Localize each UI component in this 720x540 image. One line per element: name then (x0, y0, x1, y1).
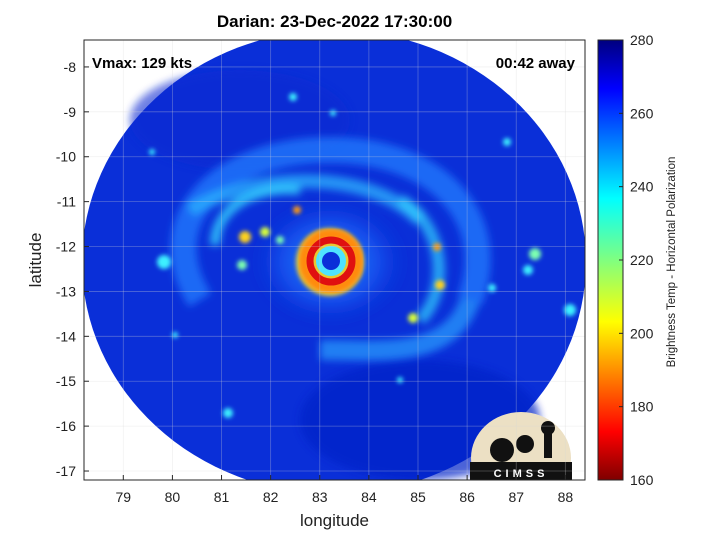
x-tick-label: 87 (508, 489, 524, 505)
x-tick-label: 79 (116, 489, 132, 505)
x-axis-label: longitude (299, 511, 369, 530)
colorbar-ticks: 280 260 240 220 200 180 160 (619, 32, 654, 488)
storm-eye (296, 228, 364, 296)
y-tick-label: -16 (56, 418, 76, 434)
y-tick-label: -17 (56, 463, 76, 479)
colorbar-tick-label: 200 (630, 325, 654, 341)
microwave-image: CIMSS (84, 40, 585, 480)
y-ticks: -8 -9 -10 -11 -12 -13 -14 -15 -16 -17 (56, 59, 89, 479)
x-tick-label: 84 (361, 489, 377, 505)
x-tick-label: 88 (558, 489, 574, 505)
y-tick-label: -13 (56, 283, 76, 299)
y-tick-label: -15 (56, 373, 76, 389)
cimss-logo-text: CIMSS (494, 468, 549, 480)
colorbar (597, 39, 624, 481)
x-tick-label: 80 (165, 489, 181, 505)
colorbar-tick-label: 220 (630, 252, 654, 268)
x-ticks: 79 80 81 82 83 84 85 86 87 88 (116, 475, 574, 505)
y-tick-label: -9 (64, 104, 77, 120)
colorbar-tick-label: 240 (630, 179, 654, 195)
x-tick-label: 83 (312, 489, 328, 505)
vmax-annotation: Vmax: 129 kts (92, 55, 192, 72)
grid (84, 40, 585, 480)
cimss-logo: CIMSS (470, 412, 572, 480)
colorbar-tick-label: 160 (630, 472, 654, 488)
y-tick-label: -14 (56, 328, 76, 344)
colorbar-tick-label: 260 (630, 105, 654, 121)
y-tick-label: -11 (57, 194, 76, 210)
x-tick-label: 81 (214, 489, 230, 505)
plot-border (83, 39, 586, 481)
x-tick-label: 85 (410, 489, 426, 505)
x-tick-label: 82 (263, 489, 279, 505)
y-tick-label: -8 (64, 59, 77, 75)
colorbar-tick-label: 280 (630, 32, 654, 48)
convective-cells (149, 93, 576, 418)
colorbar-tick-label: 180 (630, 399, 654, 415)
figure-title: Darian: 23-Dec-2022 17:30:00 (216, 12, 453, 31)
x-tick-label: 86 (459, 489, 475, 505)
y-tick-label: -12 (56, 239, 76, 255)
time-offset-annotation: 00:42 away (496, 55, 576, 72)
y-tick-label: -10 (56, 149, 76, 165)
